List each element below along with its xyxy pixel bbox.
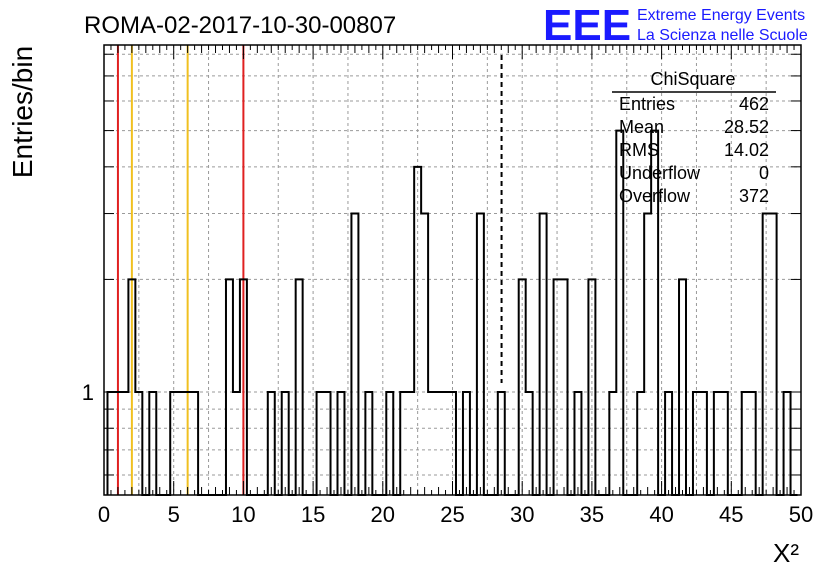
x-tick-label: 0 — [98, 502, 110, 527]
stats-value: 14.02 — [724, 140, 769, 160]
logo-line-1: Extreme Energy Events — [637, 7, 805, 24]
chart-title: ROMA-02-2017-10-30-00807 — [84, 12, 396, 39]
x-tick-label: 15 — [301, 502, 325, 527]
logo-mark: EEE — [543, 1, 631, 50]
eee-logo: EEE Extreme Energy Events La Scienza nel… — [543, 1, 808, 50]
stats-label: RMS — [619, 140, 659, 160]
x-tick-labels: 0 5 10 15 20 25 30 35 40 45 50 — [98, 502, 813, 527]
logo-line-2: La Scienza nelle Scuole — [637, 27, 808, 44]
grid — [104, 45, 801, 495]
x-tick-label: 50 — [789, 502, 813, 527]
reference-lines — [116, 45, 503, 495]
x-tick-label: 30 — [510, 502, 534, 527]
y-axis-label: Entries/bin — [7, 46, 38, 178]
x-tick-label: 25 — [440, 502, 464, 527]
x-tick-label: 40 — [649, 502, 673, 527]
y-tick-label: 1 — [82, 380, 94, 405]
stats-box: ChiSquare Entries 462 Mean 28.52 RMS 14.02 Unde… — [612, 69, 776, 206]
stats-value: 0 — [759, 163, 769, 183]
stats-value: 372 — [739, 186, 769, 206]
x-tick-label: 45 — [719, 502, 743, 527]
stats-value: 28.52 — [724, 117, 769, 137]
stats-label: Underflow — [619, 163, 701, 183]
y-tick-labels: 1 — [82, 380, 94, 405]
x-tick-label: 5 — [168, 502, 180, 527]
x-tick-label: 20 — [371, 502, 395, 527]
stats-label: Entries — [619, 94, 675, 114]
stats-title: ChiSquare — [650, 69, 735, 89]
x-tick-label: 35 — [580, 502, 604, 527]
x-axis-label: X² — [773, 538, 799, 568]
x-tick-label: 10 — [231, 502, 255, 527]
stats-label: Mean — [619, 117, 664, 137]
stats-value: 462 — [739, 94, 769, 114]
histogram-outline — [106, 129, 798, 496]
axes — [103, 44, 802, 496]
stats-label: Overflow — [619, 186, 691, 206]
